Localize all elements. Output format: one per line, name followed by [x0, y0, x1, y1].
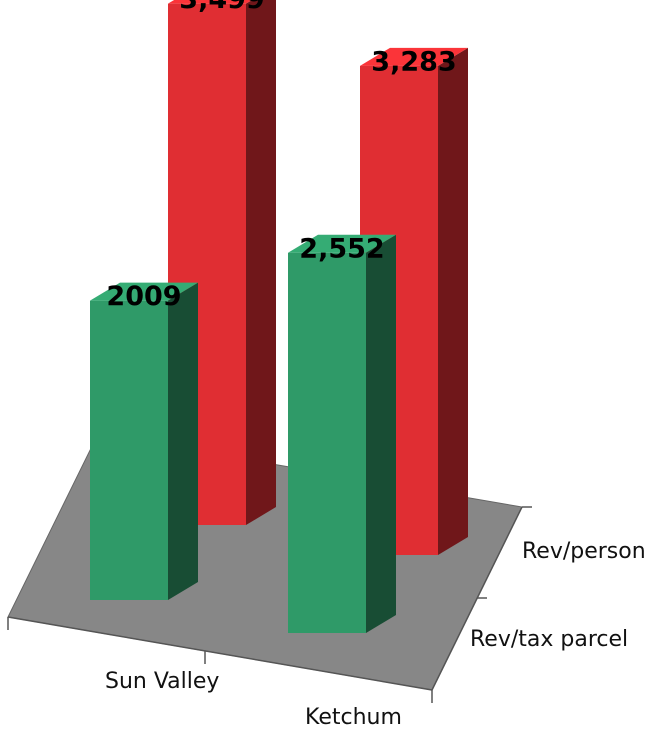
- bar-side: [438, 47, 468, 555]
- series-label: Rev/tax parcel: [470, 627, 628, 652]
- bar-side: [366, 234, 396, 633]
- labels: 3,499 3,283 2009 2,552 Sun Valley Ketchum Rev/…: [105, 0, 646, 730]
- bar-top: [360, 47, 468, 66]
- series-label: Rev/person: [522, 539, 646, 564]
- data-label: 3,283: [371, 46, 456, 77]
- axis-ticks: [7, 506, 532, 703]
- bar-top: [288, 234, 396, 253]
- x-axis: [7, 616, 433, 691]
- category-label: Sun Valley: [105, 669, 219, 694]
- bar-side: [246, 0, 276, 525]
- data-label: 3,499: [179, 0, 264, 15]
- bar-side: [168, 282, 198, 600]
- bar: [90, 282, 198, 600]
- bar-top: [168, 0, 253, 4]
- bars: [90, 0, 468, 633]
- category-label: Ketchum: [305, 705, 402, 730]
- bar: [288, 234, 396, 633]
- bar-top: [90, 282, 198, 301]
- data-label: 2009: [106, 281, 181, 312]
- data-label: 2,552: [299, 233, 384, 264]
- bar-front: [90, 300, 168, 600]
- bar-front: [288, 252, 366, 633]
